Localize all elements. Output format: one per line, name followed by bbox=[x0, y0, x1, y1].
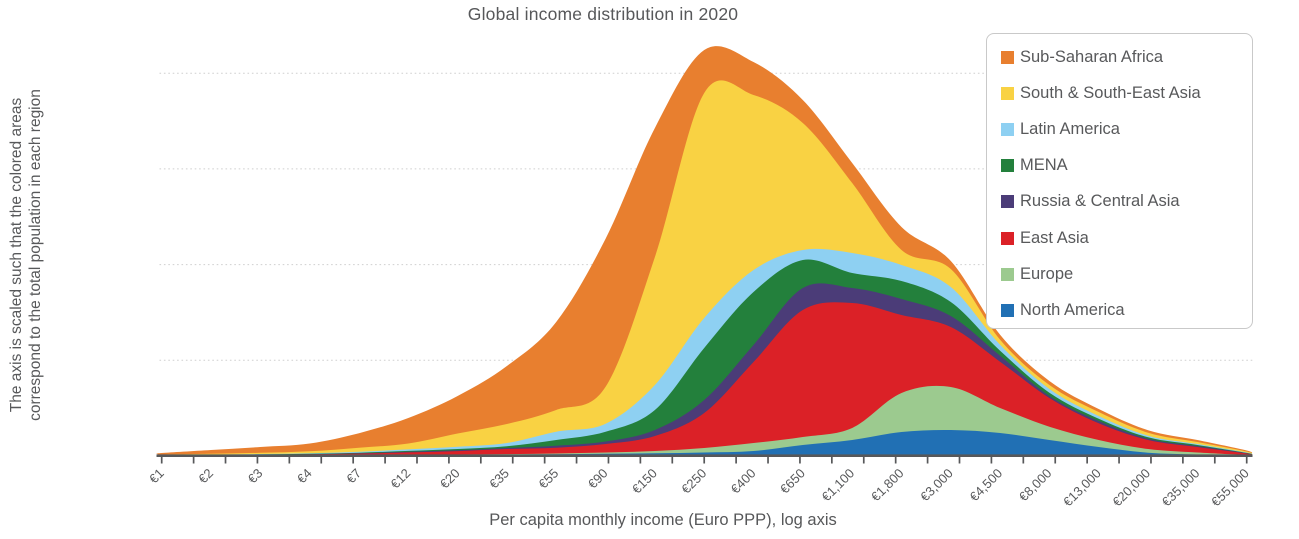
legend-label: Europe bbox=[1020, 264, 1074, 283]
legend-swatch-north-america bbox=[1001, 303, 1014, 317]
legend-label: Sub-Saharan Africa bbox=[1020, 47, 1164, 66]
x-tick-label: €3 bbox=[245, 466, 266, 487]
x-tick-label: €20,000 bbox=[1109, 466, 1153, 510]
legend-item: North America bbox=[1001, 292, 1252, 328]
x-tick-label: €650 bbox=[777, 466, 808, 497]
y-axis-note: The axis is scaled such that the colored… bbox=[7, 25, 45, 485]
legend-item: East Asia bbox=[1001, 220, 1252, 256]
x-tick-label: €55,000 bbox=[1208, 466, 1252, 510]
legend-item: Europe bbox=[1001, 256, 1252, 292]
x-tick-label: €400 bbox=[728, 466, 759, 497]
x-tick-label: €20 bbox=[437, 466, 463, 492]
legend-label: MENA bbox=[1020, 156, 1068, 175]
x-tick-label: €13,000 bbox=[1060, 466, 1104, 510]
legend-label: East Asia bbox=[1020, 228, 1089, 247]
legend-label: North America bbox=[1020, 300, 1125, 319]
legend-label: Latin America bbox=[1020, 119, 1120, 138]
x-tick-label: €7 bbox=[343, 466, 364, 487]
x-tick-label: €12 bbox=[387, 466, 413, 492]
legend-item: Sub-Saharan Africa bbox=[1001, 39, 1252, 75]
x-tick-label: €3,000 bbox=[917, 466, 956, 505]
x-tick-label: €4,500 bbox=[967, 466, 1006, 505]
legend-label: Russia & Central Asia bbox=[1020, 192, 1180, 211]
y-axis-note-line2: correspond to the total population in ea… bbox=[27, 89, 44, 421]
legend-swatch-europe bbox=[1001, 267, 1014, 281]
x-tick-label: €8,000 bbox=[1016, 466, 1055, 505]
x-tick-label: €55 bbox=[535, 466, 561, 492]
x-tick-label: €35,000 bbox=[1159, 466, 1203, 510]
x-tick-label: €150 bbox=[629, 466, 660, 497]
x-tick-label: €1,800 bbox=[868, 466, 907, 505]
legend-item: Latin America bbox=[1001, 111, 1252, 147]
x-tick-label: €1 bbox=[146, 466, 167, 487]
area-north-america bbox=[156, 429, 1253, 456]
legend: Sub-Saharan Africa South & South-East As… bbox=[986, 33, 1253, 329]
x-tick-label: €35 bbox=[486, 466, 512, 492]
legend-swatch-latin-america bbox=[1001, 122, 1014, 136]
legend-swatch-sub-saharan-africa bbox=[1001, 50, 1014, 64]
x-tick-label: €4 bbox=[294, 466, 315, 487]
legend-swatch-mena bbox=[1001, 159, 1014, 173]
x-tick-label: €1,100 bbox=[819, 466, 858, 505]
legend-swatch-east-asia bbox=[1001, 231, 1014, 245]
legend-swatch-south-south-east-asia bbox=[1001, 86, 1014, 100]
chart-title: Global income distribution in 2020 bbox=[467, 4, 739, 24]
x-axis-label: Per capita monthly income (Euro PPP), lo… bbox=[489, 511, 837, 529]
legend-item: Russia & Central Asia bbox=[1001, 184, 1252, 220]
y-axis-note-line1: The axis is scaled such that the colored… bbox=[8, 97, 25, 413]
x-tick-label: €2 bbox=[195, 466, 216, 487]
legend-swatch-russia-central-asia bbox=[1001, 195, 1014, 209]
legend-item: South & South-East Asia bbox=[1001, 75, 1252, 111]
x-tick-label: €90 bbox=[585, 466, 611, 492]
x-tick-label: €250 bbox=[678, 466, 709, 497]
legend-item: MENA bbox=[1001, 148, 1252, 184]
legend-label: South & South-East Asia bbox=[1020, 83, 1201, 102]
